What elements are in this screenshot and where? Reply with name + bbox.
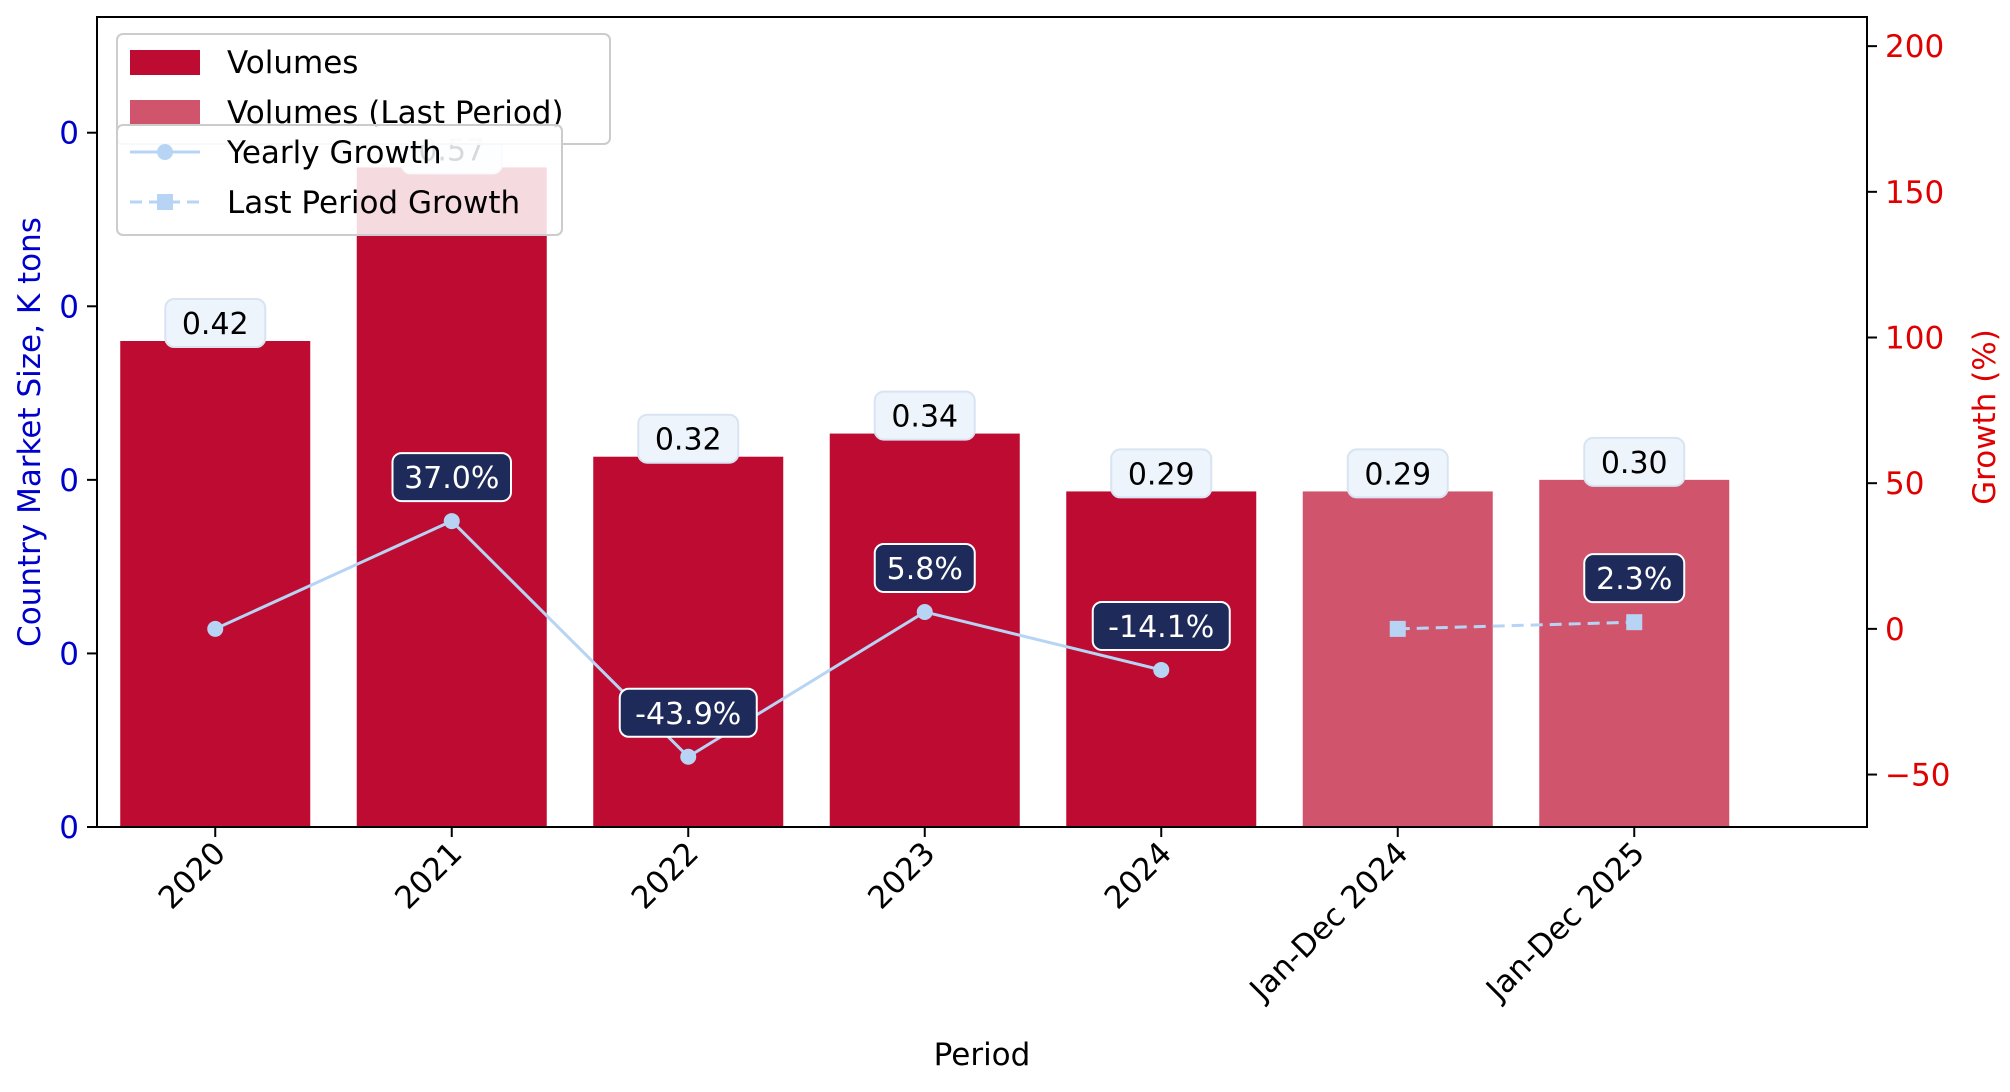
left-axis-title: Country Market Size, K tons [12,217,48,647]
x-axis-tick-label: Jan-Dec 2025 [1478,835,1652,1009]
growth-lines-layer [207,513,1643,765]
growth-value-label: -43.9% [635,697,741,732]
left-axis-tick-label: 0 [59,116,79,152]
bar-volumes-2024 [1066,491,1257,827]
left-axis-tick-label: 0 [59,289,79,325]
bar-volumes-2023 [829,433,1020,827]
right-axis-tick-label: 0 [1885,612,1905,648]
bars-layer [120,167,1730,827]
last-period-growth-point-jan-dec-2025 [1626,614,1643,631]
growth-value-label-box [391,452,512,503]
bar-value-label-box [1583,436,1686,487]
legend-marker-circle [157,144,173,160]
x-axis-tick-label: 2024 [1098,835,1179,916]
bar-value-label: 0.34 [891,400,958,435]
bar-value-label: 0.29 [1128,457,1195,492]
legend-marker-square [157,194,173,210]
x-axis-tick-label: Jan-Dec 2024 [1242,835,1416,1009]
legend-label: Last Period Growth [227,185,520,221]
growth-value-label: 37.0% [404,461,499,496]
data-labels-layer: 0.420.570.320.340.290.290.3037.0%-43.9%5… [164,124,1686,738]
x-axis-tick-label: 2021 [388,835,469,916]
left-axis-tick-label: 0 [59,810,79,846]
yearly-growth-point-2023 [916,603,933,620]
bar-volumes-2022 [593,456,784,827]
right-axis-tick-label: 50 [1885,466,1924,502]
x-axis-title: Period [934,1037,1031,1073]
right-axis-tick-label: 200 [1885,29,1944,65]
bar-value-label-box [637,413,740,464]
right-axis-tick-label: 150 [1885,175,1944,211]
plot-frame [96,16,1868,828]
yearly-growth-point-2022 [680,748,697,765]
last-period-growth-line [1397,620,1635,631]
bar-value-label: 0.42 [182,307,249,342]
bar-volumes-2020 [120,341,311,827]
bar-value-label-box [873,390,976,441]
legend-label: Yearly Growth [226,135,442,171]
left-axis-tick-label: 0 [59,463,79,499]
bar-volumes-last-period-jan-dec-2024 [1302,491,1493,827]
legend-label: Volumes [227,45,358,81]
bar-value-label: 0.32 [655,423,722,458]
bar-value-label: 0.30 [1601,446,1668,481]
growth-value-label: -14.1% [1108,610,1214,645]
x-axis-tick-label: 2020 [152,835,233,916]
yearly-growth-point-2021 [443,513,460,530]
right-axis-tick-label: 100 [1885,321,1944,357]
yearly-growth-point-2024 [1153,661,1170,678]
growth-value-label-box [1583,553,1686,604]
bar-volumes-last-period-jan-dec-2025 [1539,479,1730,827]
growth-value-label: 2.3% [1596,562,1672,597]
last-period-growth-point-jan-dec-2024 [1389,620,1406,637]
legend-swatch-volumes-last-period [130,100,200,125]
bar-value-label-box [1346,448,1449,499]
yearly-growth-point-2020 [207,620,224,637]
growth-value-label-box [873,542,976,593]
legend-lines-frame [116,124,563,236]
bar-value-label: 0.29 [1364,457,1431,492]
growth-value-label: 5.8% [887,552,963,587]
legend-swatch-volumes [130,50,200,75]
x-axis-tick-label: 2022 [625,835,706,916]
x-axis-tick-label: 2023 [861,835,942,916]
bar-value-label-box [1110,448,1213,499]
plot-area-border [96,16,1868,828]
right-axis-title: Growth (%) [1967,329,2003,505]
growth-value-label-box [618,687,758,738]
bar-value-label-box [164,298,267,348]
right-axis-tick-label: −50 [1885,758,1950,794]
growth-value-label-box [1091,600,1231,651]
left-axis-tick-label: 0 [59,636,79,672]
